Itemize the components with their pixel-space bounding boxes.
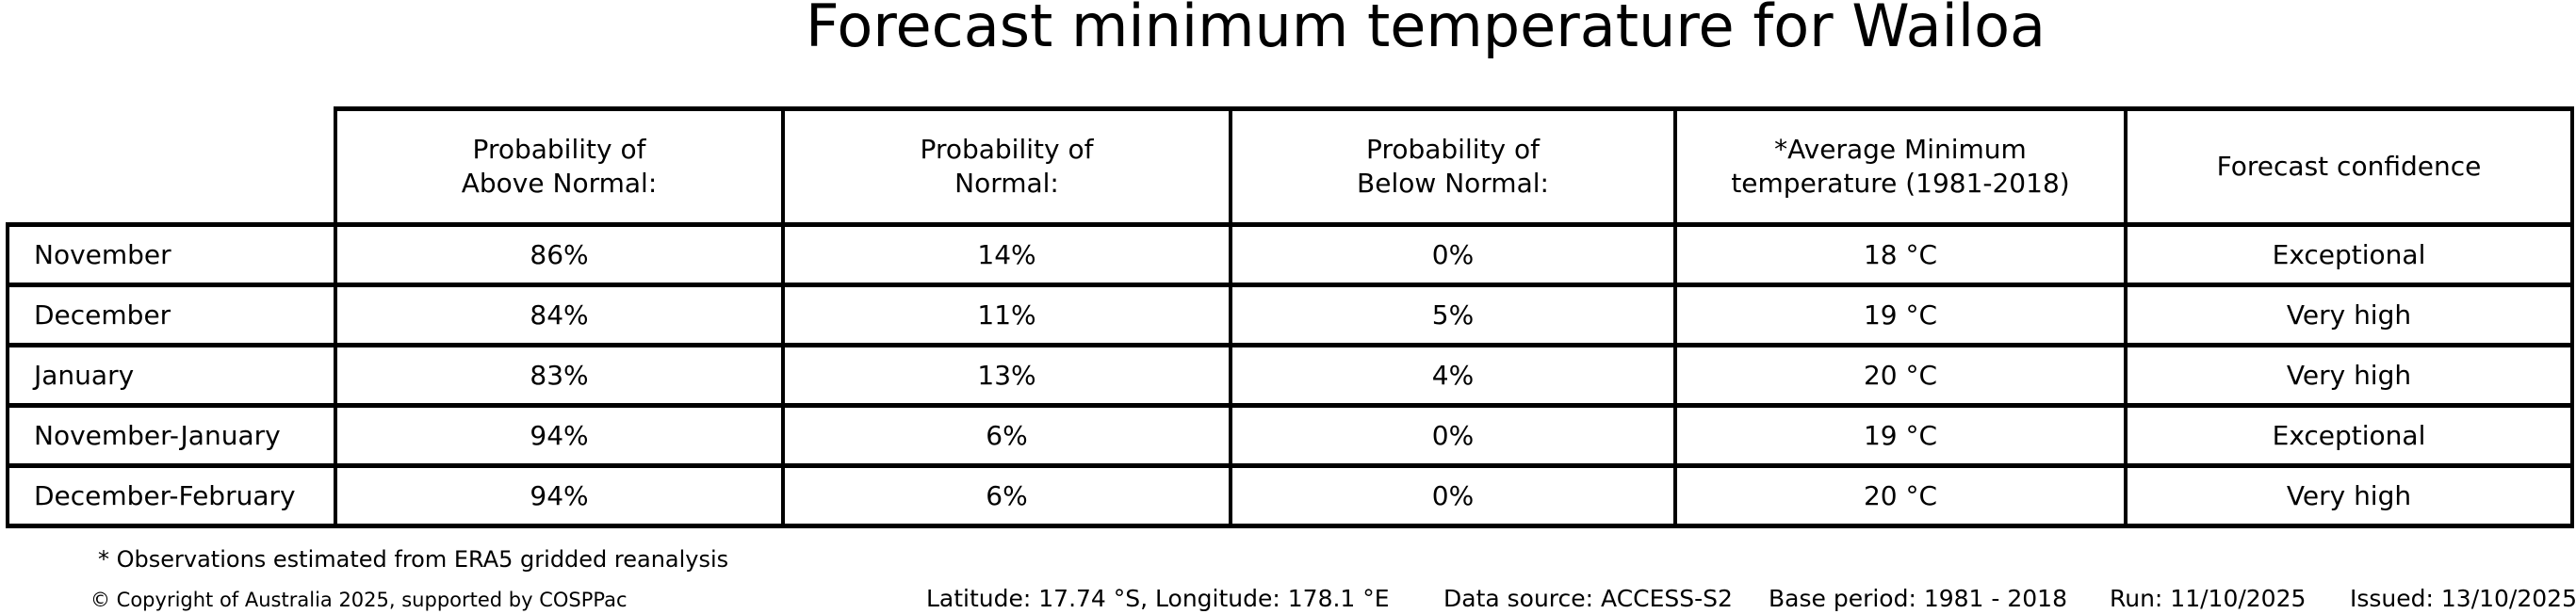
header-row: Probability of Above Normal: Probability…: [8, 106, 2574, 227]
period-cell: January: [6, 343, 337, 408]
below-normal-cell: 0%: [1229, 463, 1677, 528]
confidence-cell: Exceptional: [2124, 222, 2574, 287]
base-period-text: Base period: 1981 - 2018: [1769, 585, 2067, 612]
table-row: December-February 94% 6% 0% 20 °C Very h…: [6, 463, 2574, 528]
below-normal-cell: 0%: [1229, 222, 1677, 287]
above-normal-cell: 94%: [334, 463, 785, 528]
normal-cell: 14%: [781, 222, 1232, 287]
table-row: December 84% 11% 5% 19 °C Very high: [6, 283, 2574, 347]
header-cell-period: [8, 108, 335, 225]
location-text: Latitude: 17.74 °S, Longitude: 178.1 °E: [926, 585, 1390, 612]
normal-cell: 6%: [781, 463, 1232, 528]
above-normal-cell: 83%: [334, 343, 785, 408]
header-cell-normal: Probability of Normal:: [781, 106, 1232, 227]
copyright-text: © Copyright of Australia 2025, supported…: [90, 589, 628, 611]
below-normal-cell: 4%: [1229, 343, 1677, 408]
confidence-cell: Very high: [2124, 283, 2574, 347]
normal-cell: 6%: [781, 403, 1232, 468]
above-normal-cell: 86%: [334, 222, 785, 287]
avg-min-temp-cell: 20 °C: [1673, 463, 2128, 528]
avg-min-temp-cell: 20 °C: [1673, 343, 2128, 408]
confidence-cell: Very high: [2124, 463, 2574, 528]
header-cell-avg-min-temp: *Average Minimum temperature (1981-2018): [1673, 106, 2128, 227]
forecast-table: Probability of Above Normal: Probability…: [6, 106, 2574, 528]
run-date-text: Run: 11/10/2025: [2110, 585, 2307, 612]
period-cell: November-January: [6, 403, 337, 468]
table-row: November-January 94% 6% 0% 19 °C Excepti…: [6, 403, 2574, 468]
issued-date-text: Issued: 13/10/2025: [2350, 585, 2576, 612]
above-normal-cell: 84%: [334, 283, 785, 347]
table-row: November 86% 14% 0% 18 °C Exceptional: [6, 222, 2574, 287]
header-cell-below-normal: Probability of Below Normal:: [1229, 106, 1677, 227]
avg-min-temp-cell: 18 °C: [1673, 222, 2128, 287]
page-title: Forecast minimum temperature for Wailoa: [805, 0, 2046, 60]
avg-min-temp-cell: 19 °C: [1673, 283, 2128, 347]
header-cell-above-normal: Probability of Above Normal:: [334, 106, 785, 227]
below-normal-cell: 0%: [1229, 403, 1677, 468]
confidence-cell: Exceptional: [2124, 403, 2574, 468]
data-source-text: Data source: ACCESS-S2: [1443, 585, 1733, 612]
avg-min-temp-cell: 19 °C: [1673, 403, 2128, 468]
normal-cell: 11%: [781, 283, 1232, 347]
above-normal-cell: 94%: [334, 403, 785, 468]
normal-cell: 13%: [781, 343, 1232, 408]
period-cell: November: [6, 222, 337, 287]
confidence-cell: Very high: [2124, 343, 2574, 408]
table-row: January 83% 13% 4% 20 °C Very high: [6, 343, 2574, 408]
below-normal-cell: 5%: [1229, 283, 1677, 347]
period-cell: December: [6, 283, 337, 347]
observations-footnote: * Observations estimated from ERA5 gridd…: [98, 546, 729, 573]
header-cell-forecast-confidence: Forecast confidence: [2124, 106, 2574, 227]
period-cell: December-February: [6, 463, 337, 528]
